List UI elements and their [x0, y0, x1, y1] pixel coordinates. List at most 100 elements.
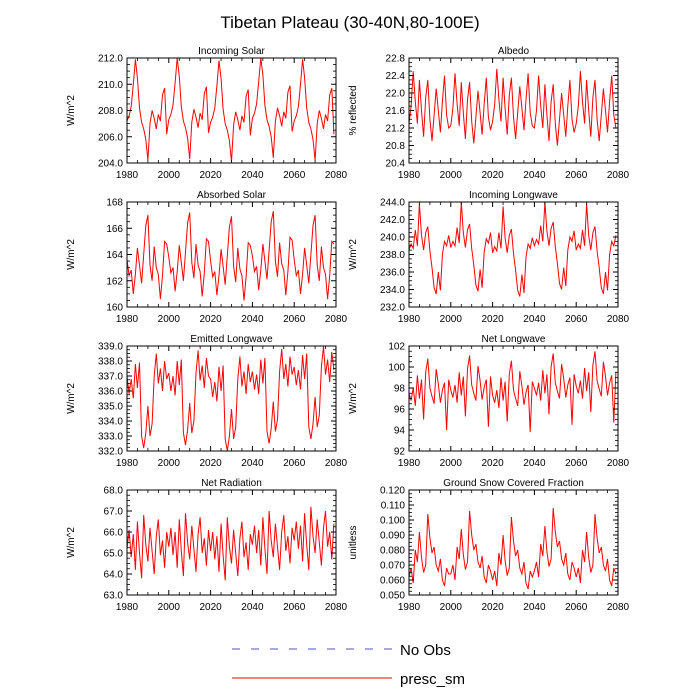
panel-incoming-solar: Incoming Solar W/m^2 1980 2000 2020 2040 2060 2…	[66, 46, 348, 181]
x-tick-label: 2040	[523, 170, 546, 181]
y-tick-label: 100	[388, 363, 405, 374]
x-tick-label: 2060	[283, 314, 306, 325]
y-tick-label: 240.0	[380, 233, 405, 244]
y-tick-label: 204.0	[98, 159, 123, 170]
y-tick-label: 332.0	[98, 447, 123, 458]
x-tick-label: 2020	[199, 170, 222, 181]
x-tick-label: 2060	[283, 602, 306, 613]
y-tick-label: 206.0	[98, 132, 123, 143]
y-tick-label: 0.110	[381, 501, 406, 512]
x-tick-label: 2040	[523, 458, 546, 469]
y-tick-label: 212.0	[98, 54, 123, 65]
y-tick-label: 65.0	[104, 549, 124, 560]
x-tick-label: 2040	[241, 458, 264, 469]
legend-label-presc-sm: presc_sm	[400, 671, 465, 688]
y-tick-label: 210.0	[98, 80, 123, 91]
y-tick-label: 236.0	[380, 268, 405, 279]
series-line-presc-sm	[408, 201, 617, 297]
y-axis-label: W/m^2	[348, 383, 359, 414]
panel-title: Ground Snow Covered Fraction	[443, 478, 584, 489]
y-tick-label: 232.0	[380, 303, 405, 314]
y-tick-label: 98	[394, 384, 406, 395]
y-axis-label: W/m^2	[348, 239, 359, 270]
y-tick-label: 162	[106, 276, 123, 287]
y-tick-label: 96	[394, 405, 406, 416]
y-tick-label: 0.060	[380, 576, 405, 587]
x-tick-label: 2060	[565, 314, 588, 325]
x-tick-label: 2040	[523, 602, 546, 613]
x-tick-label: 1980	[116, 314, 139, 325]
panel-net-longwave: Net Longwave W/m^2 1980 2000 2020 2040 2060 208…	[348, 334, 630, 469]
y-axis-label: W/m^2	[66, 239, 77, 270]
x-tick-label: 1980	[116, 458, 139, 469]
x-tick-label: 1980	[116, 170, 139, 181]
x-tick-label: 2000	[440, 602, 463, 613]
series-line-presc-sm	[126, 57, 335, 162]
legend: No Obs presc_sm	[232, 642, 465, 688]
x-tick-label: 1980	[398, 602, 421, 613]
panel-title: Albedo	[498, 46, 530, 57]
panel-incoming-longwave: Incoming Longwave W/m^2 1980 2000 2020 2040 20…	[348, 190, 630, 325]
panel-title: Incoming Solar	[198, 46, 265, 57]
y-tick-label: 22.8	[386, 54, 406, 65]
y-tick-label: 208.0	[98, 106, 123, 117]
x-tick-label: 2080	[325, 602, 348, 613]
y-tick-label: 168	[106, 198, 123, 209]
y-tick-label: 0.070	[380, 561, 405, 572]
x-tick-label: 2060	[283, 458, 306, 469]
x-tick-label: 2080	[325, 458, 348, 469]
y-tick-label: 20.8	[386, 141, 406, 152]
y-axis-label: W/m^2	[66, 383, 77, 414]
x-tick-label: 2020	[481, 602, 504, 613]
y-tick-label: 337.0	[98, 372, 123, 383]
y-tick-label: 92	[394, 447, 406, 458]
panel-title: Absorbed Solar	[197, 190, 267, 201]
x-tick-label: 2060	[283, 170, 306, 181]
y-tick-label: 238.0	[380, 250, 405, 261]
x-tick-label: 2080	[607, 602, 630, 613]
x-tick-label: 2040	[523, 314, 546, 325]
series-line-presc-sm	[126, 345, 335, 452]
x-tick-label: 1980	[398, 314, 421, 325]
y-tick-label: 22.4	[386, 71, 406, 82]
y-tick-label: 334.0	[98, 417, 123, 428]
x-tick-label: 2000	[158, 170, 181, 181]
x-tick-label: 1980	[116, 602, 139, 613]
y-tick-label: 102	[388, 342, 405, 353]
x-tick-label: 2000	[440, 170, 463, 181]
panel-ground-snow-covered-fraction: Ground Snow Covered Fraction unitless 1980…	[348, 478, 630, 613]
y-tick-label: 166	[106, 224, 123, 235]
x-tick-label: 2020	[199, 602, 222, 613]
y-tick-label: 164	[106, 250, 123, 261]
panel-title: Net Radiation	[201, 478, 262, 489]
y-tick-label: 21.6	[386, 106, 406, 117]
plot-frame	[126, 345, 337, 452]
y-tick-label: 244.0	[380, 198, 405, 209]
y-tick-label: 234.0	[380, 285, 405, 296]
figure-title: Tibetan Plateau (30-40N,80-100E)	[220, 13, 479, 32]
x-tick-label: 2020	[199, 458, 222, 469]
panel-title: Incoming Longwave	[469, 190, 558, 201]
x-tick-label: 2040	[241, 170, 264, 181]
y-tick-label: 0.100	[380, 516, 405, 527]
y-tick-label: 335.0	[98, 402, 123, 413]
plot-frame	[126, 489, 337, 596]
y-tick-label: 333.0	[98, 432, 123, 443]
x-tick-label: 1980	[398, 170, 421, 181]
y-tick-label: 336.0	[98, 387, 123, 398]
x-tick-label: 2060	[565, 602, 588, 613]
panel-emitted-longwave: Emitted Longwave W/m^2 1980 2000 2020 2040 206…	[66, 334, 348, 469]
y-tick-label: 22.0	[386, 89, 406, 100]
y-axis-label: % reflected	[348, 85, 359, 135]
y-tick-label: 0.090	[380, 531, 405, 542]
y-axis-label: W/m^2	[66, 527, 77, 558]
x-tick-label: 2000	[158, 602, 181, 613]
series-line-presc-sm	[126, 211, 335, 301]
series-line-presc-sm	[408, 68, 617, 146]
y-tick-label: 0.120	[380, 486, 405, 497]
x-tick-label: 2000	[440, 314, 463, 325]
series-line-presc-sm	[408, 351, 617, 433]
panel-albedo: Albedo % reflected 1980 2000 2020 2040 2060 208…	[348, 46, 630, 181]
x-tick-label: 2020	[199, 314, 222, 325]
